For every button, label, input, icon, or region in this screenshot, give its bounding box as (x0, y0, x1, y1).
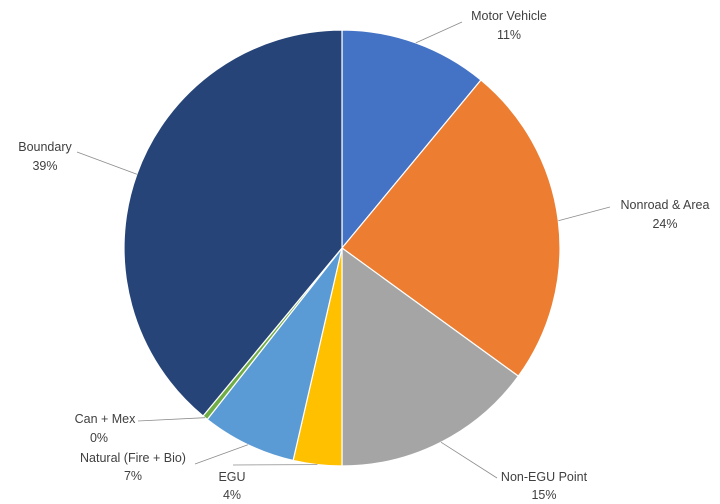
label-boundary-name: Boundary (18, 140, 72, 154)
slice-non-egu-point (341, 246, 520, 467)
leader-line-nonroad-area (558, 206, 611, 222)
data-labels: Motor Vehicle 11% Nonroad & Area 24% Non… (18, 9, 709, 502)
label-nonroad-area-name: Nonroad & Area (621, 198, 710, 212)
label-egu-pct: 4% (223, 488, 241, 502)
label-motor-vehicle-pct: 11% (497, 28, 521, 42)
label-boundary-pct: 39% (32, 159, 57, 173)
label-non-egu-point-pct: 15% (531, 488, 556, 502)
label-non-egu-point-name: Non-EGU Point (501, 470, 588, 484)
pie-slices (123, 29, 561, 467)
leader-line-boundary (76, 151, 138, 175)
label-nonroad-area-pct: 24% (652, 217, 677, 231)
label-can-mex-pct: 0% (90, 431, 108, 445)
label-egu-name: EGU (218, 470, 245, 484)
leader-line-motor-vehicle (415, 21, 463, 44)
leader-line-can-mex (137, 417, 206, 422)
label-natural-name: Natural (Fire + Bio) (80, 451, 186, 465)
slice-motor-vehicle (341, 29, 482, 250)
leader-line-non-egu-point (440, 441, 498, 479)
slice-nonroad-area (341, 79, 561, 377)
label-natural-pct: 7% (124, 469, 142, 483)
leader-line-natural (194, 444, 249, 465)
leader-lines (76, 21, 611, 479)
label-motor-vehicle-name: Motor Vehicle (471, 9, 547, 23)
label-can-mex-name: Can + Mex (75, 412, 137, 426)
